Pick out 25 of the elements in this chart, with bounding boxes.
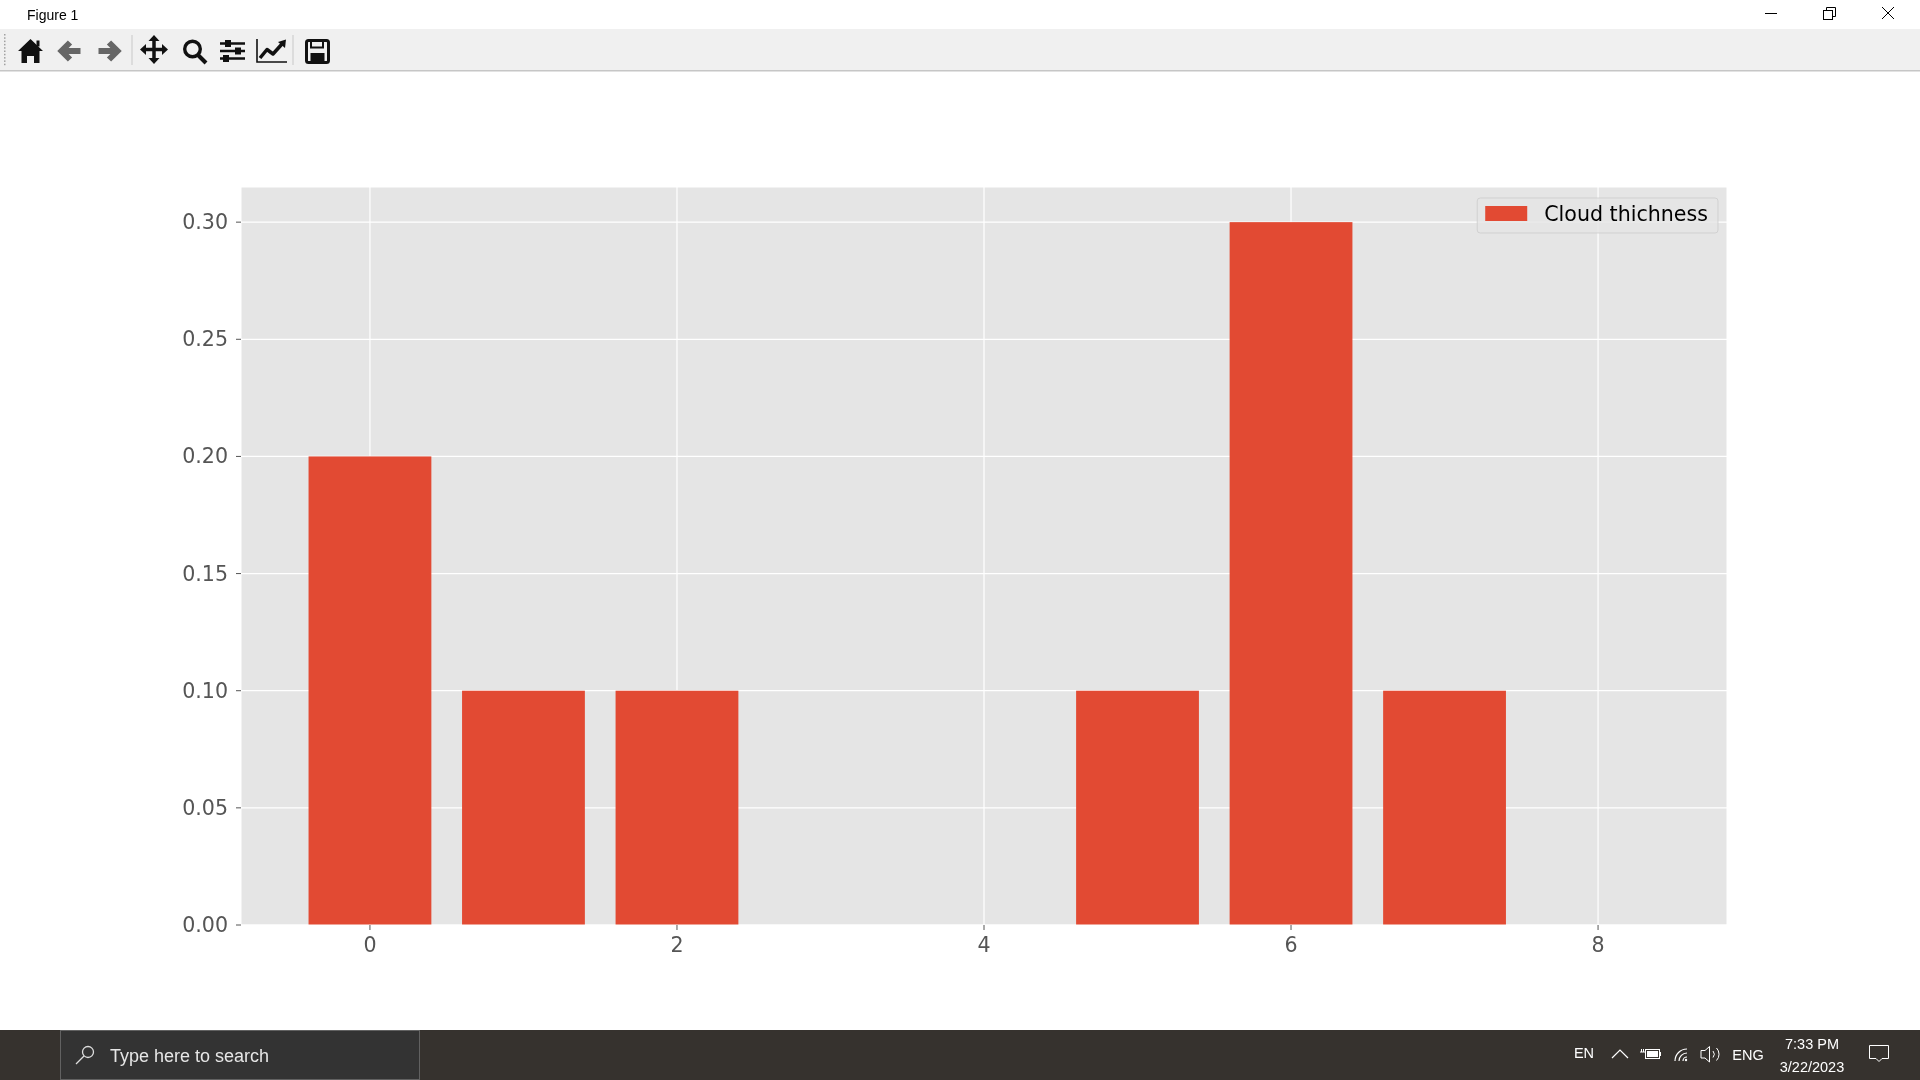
- bar: [462, 690, 585, 925]
- y-tick-label: 0.25: [182, 327, 228, 352]
- x-tick-label: 4: [977, 933, 991, 957]
- y-tick-label: 0.05: [182, 795, 228, 820]
- x-tick-label: 8: [1591, 933, 1605, 957]
- bar: [615, 690, 739, 925]
- legend-label: Cloud thichness: [1544, 201, 1709, 226]
- bar: [1383, 690, 1506, 925]
- y-tick-label: 0.10: [182, 678, 228, 703]
- text: Type here to search: [110, 1046, 270, 1066]
- y-tick-label: 0.15: [182, 561, 228, 586]
- text: ENG: [1732, 1047, 1764, 1063]
- caption: Figure 1: [27, 7, 79, 23]
- x-tick-label: 6: [1284, 933, 1298, 957]
- text: 7:33 PM: [1785, 1036, 1839, 1052]
- y-tick-label: 0.20: [182, 444, 228, 469]
- x-tick-label: 2: [670, 933, 684, 957]
- text: 3/22/2023: [1779, 1059, 1845, 1075]
- bar: [308, 456, 432, 925]
- y-tick-label: 0.00: [182, 913, 228, 937]
- bar: [1076, 690, 1199, 925]
- x-tick-label: 0: [363, 933, 377, 957]
- bar: [1229, 222, 1353, 925]
- y-tick-label: 0.30: [182, 210, 228, 235]
- text: EN: [1573, 1045, 1595, 1061]
